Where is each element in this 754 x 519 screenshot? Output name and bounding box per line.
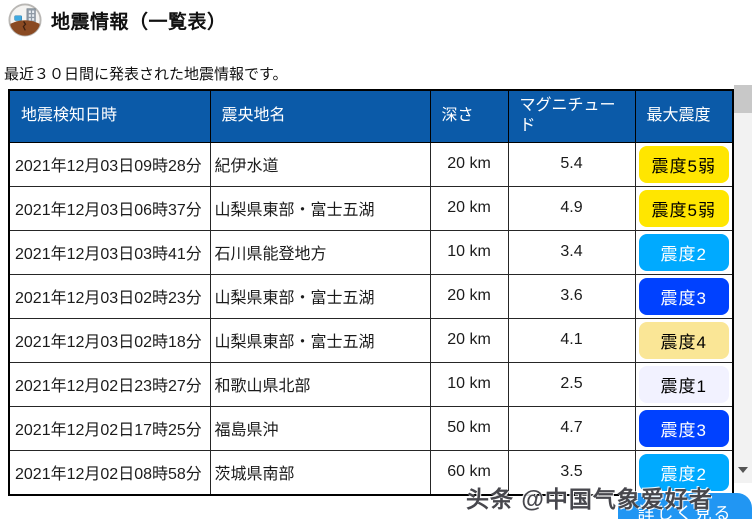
table-row: 2021年12月03日06時37分 山梨県東部・富士五湖 20 km 4.9 震…: [8, 185, 734, 231]
quake-depth: 10 km: [429, 229, 509, 275]
table-row: 2021年12月03日09時28分 紀伊水道 20 km 5.4 震度5弱: [8, 141, 734, 187]
quake-depth: 20 km: [429, 185, 509, 231]
table-row: 2021年12月03日02時23分 山梨県東部・富士五湖 20 km 3.6 震…: [8, 273, 734, 319]
more-button[interactable]: 詳しく見る: [618, 493, 752, 519]
quake-epicenter: 福島県沖: [209, 405, 431, 451]
quake-magnitude: 3.4: [507, 229, 636, 275]
column-header-intensity: 最大震度: [634, 89, 734, 143]
column-header-datetime: 地震検知日時: [8, 89, 211, 143]
earthquake-table: 地震検知日時 震央地名 深さ マグニチュード 最大震度 2021年12月03日0…: [8, 89, 734, 496]
page-header: 地震情報（一覧表）: [8, 3, 227, 37]
intensity-badge: 震度3: [638, 277, 729, 315]
quake-depth: 20 km: [429, 273, 509, 319]
quake-magnitude: 3.5: [507, 449, 636, 495]
intensity-badge: 震度2: [638, 233, 729, 271]
quake-epicenter: 石川県能登地方: [209, 229, 431, 275]
quake-datetime: 2021年12月02日23時27分: [8, 361, 211, 407]
quake-magnitude: 3.6: [507, 273, 636, 319]
table-row: 2021年12月02日17時25分 福島県沖 50 km 4.7 震度3: [8, 405, 734, 451]
quake-depth: 10 km: [429, 361, 509, 407]
quake-datetime: 2021年12月03日02時18分: [8, 317, 211, 363]
column-header-epicenter: 震央地名: [209, 89, 431, 143]
intensity-badge: 震度4: [638, 321, 729, 359]
table-row: 2021年12月02日23時27分 和歌山県北部 10 km 2.5 震度1: [8, 361, 734, 407]
quake-epicenter: 紀伊水道: [209, 141, 431, 187]
intensity-badge: 震度1: [638, 365, 729, 403]
table-row: 2021年12月03日02時18分 山梨県東部・富士五湖 20 km 4.1 震…: [8, 317, 734, 363]
quake-intensity-cell: 震度1: [634, 361, 734, 407]
quake-epicenter: 山梨県東部・富士五湖: [209, 317, 431, 363]
quake-intensity-cell: 震度5弱: [634, 141, 734, 187]
scrollbar-thumb[interactable]: [734, 85, 752, 113]
quake-datetime: 2021年12月03日02時23分: [8, 273, 211, 319]
watermark: 头条 @中国气象爱好者: [466, 486, 713, 512]
table-header-row: 地震検知日時 震央地名 深さ マグニチュード 最大震度: [8, 89, 734, 143]
quake-intensity-cell: 震度5弱: [634, 185, 734, 231]
quake-depth: 20 km: [429, 317, 509, 363]
quake-datetime: 2021年12月03日03時41分: [8, 229, 211, 275]
quake-epicenter: 山梨県東部・富士五湖: [209, 273, 431, 319]
quake-intensity-cell: 震度3: [634, 405, 734, 451]
column-header-magnitude: マグニチュード: [507, 89, 636, 143]
intensity-badge: 震度5弱: [638, 145, 729, 183]
quake-intensity-cell: 震度2: [634, 449, 734, 495]
quake-datetime: 2021年12月03日09時28分: [8, 141, 211, 187]
intensity-badge: 震度2: [638, 453, 729, 491]
quake-intensity-cell: 震度3: [634, 273, 734, 319]
quake-magnitude: 4.9: [507, 185, 636, 231]
quake-magnitude: 4.7: [507, 405, 636, 451]
intro-text: 最近３０日間に発表された地震情報です。: [4, 66, 288, 83]
earthquake-icon: [8, 3, 42, 37]
column-header-depth: 深さ: [429, 89, 509, 143]
quake-epicenter: 和歌山県北部: [209, 361, 431, 407]
quake-intensity-cell: 震度2: [634, 229, 734, 275]
table-row: 2021年12月02日08時58分 茨城県南部 60 km 3.5 震度2: [8, 449, 734, 495]
scrollbar-down-arrow[interactable]: [738, 467, 748, 473]
quake-intensity-cell: 震度4: [634, 317, 734, 363]
quake-epicenter: 茨城県南部: [209, 449, 431, 495]
quake-datetime: 2021年12月03日06時37分: [8, 185, 211, 231]
quake-magnitude: 4.1: [507, 317, 636, 363]
quake-depth: 60 km: [429, 449, 509, 495]
quake-datetime: 2021年12月02日17時25分: [8, 405, 211, 451]
scrollbar-track[interactable]: [734, 85, 752, 483]
intensity-badge: 震度5弱: [638, 189, 729, 227]
quake-epicenter: 山梨県東部・富士五湖: [209, 185, 431, 231]
quake-depth: 20 km: [429, 141, 509, 187]
quake-magnitude: 2.5: [507, 361, 636, 407]
table-row: 2021年12月03日03時41分 石川県能登地方 10 km 3.4 震度2: [8, 229, 734, 275]
quake-magnitude: 5.4: [507, 141, 636, 187]
quake-datetime: 2021年12月02日08時58分: [8, 449, 211, 495]
page-title: 地震情報（一覧表）: [51, 11, 227, 33]
intensity-badge: 震度3: [638, 409, 729, 447]
quake-depth: 50 km: [429, 405, 509, 451]
